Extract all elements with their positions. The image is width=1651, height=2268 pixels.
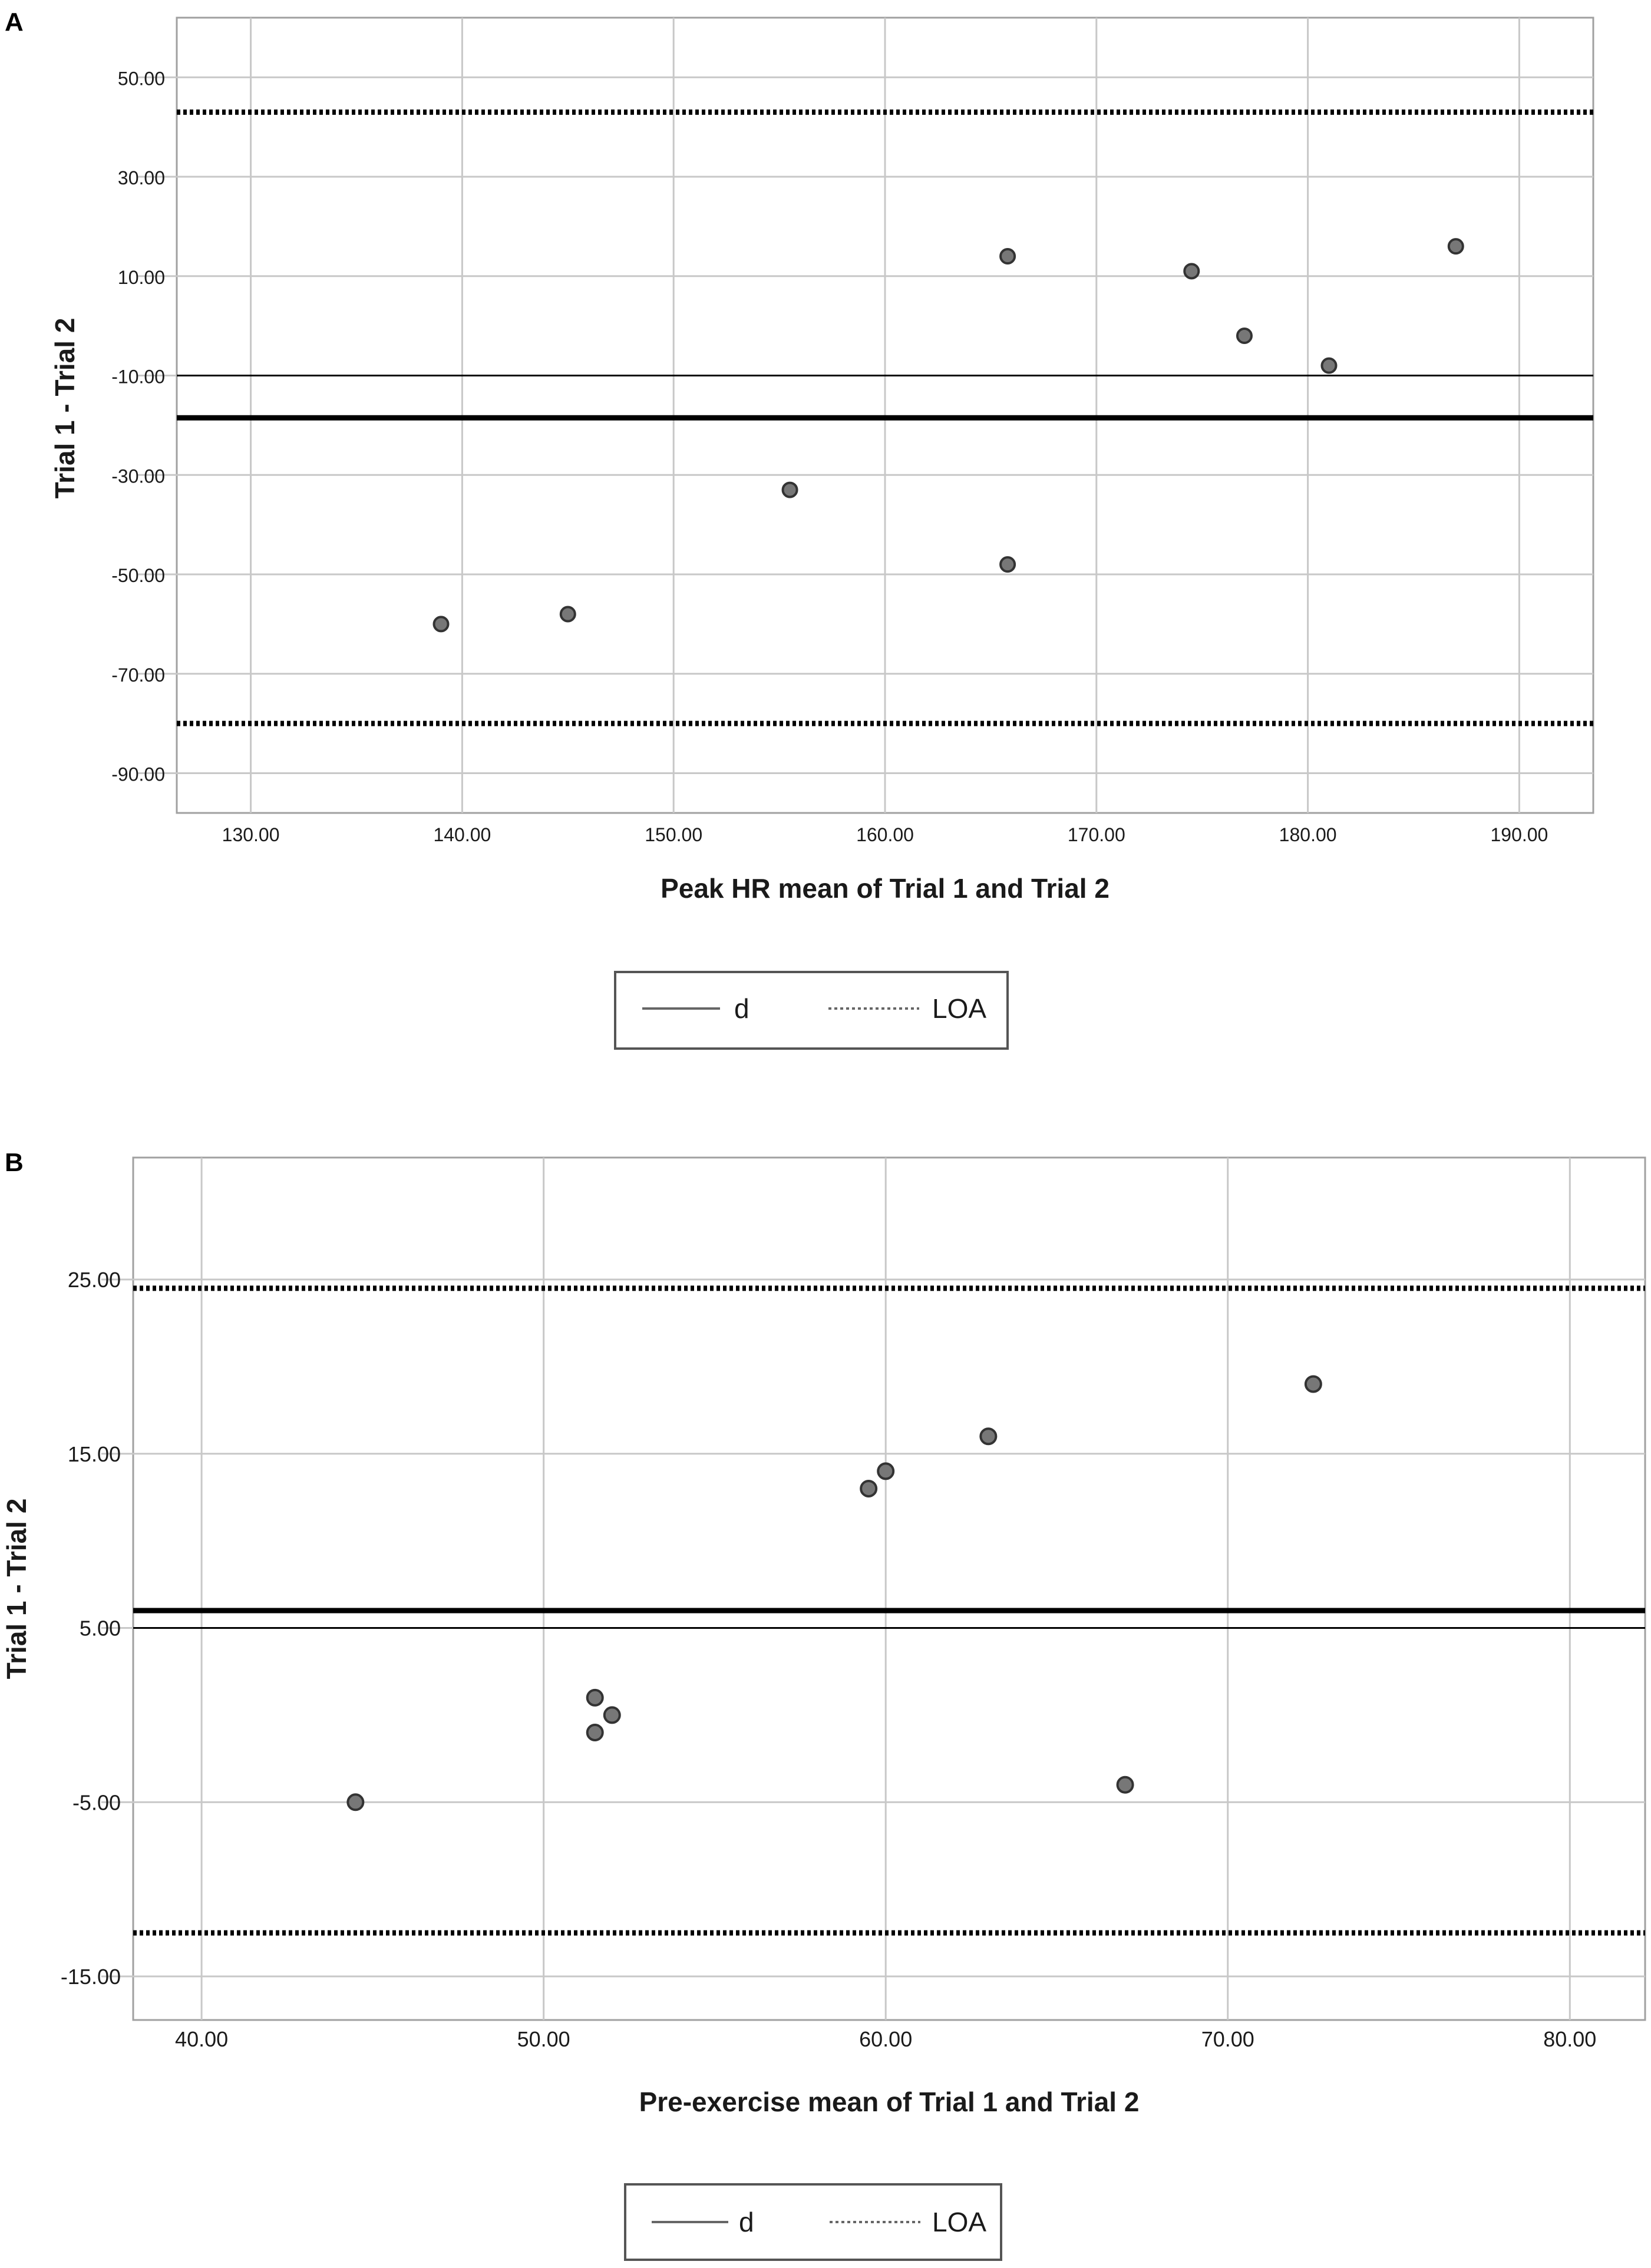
plot-b-x-tick-label: 80.00 [1543,2027,1596,2051]
plot-a-data-point [781,481,798,498]
plot-b-y-tick-label: -15.00 [61,1965,121,1989]
plot-b-reference-lines [133,1285,1645,1936]
plot-a-y-axis-title: Trial 1 - Trial 2 [49,318,80,499]
plot-a-y-tick-label: -90.00 [111,764,165,785]
plot-b-x-tick-label: 40.00 [175,2027,228,2051]
plot-a-x-tick-labels: 130.00 140.00 150.00 160.00 170.00 180.00 190.… [222,824,1548,845]
plot-a-data-point [1320,357,1338,374]
plot-b-data-point [860,1479,878,1497]
plot-b-vertical-gridlines [200,1158,1571,2020]
plot-b-legend-loa-label: LOA [932,2207,986,2237]
plot-a-legend-d-label: d [734,993,749,1024]
panel-a-letter: A [5,8,24,37]
plot-b-points [346,1375,1322,1811]
plot-b-y-tick-label: -5.00 [72,1790,121,1814]
plot-a-data-point [1236,328,1253,344]
plot-b-data-point [603,1706,621,1724]
plot-a-legend: d LOA [614,971,1009,1050]
plot-b-x-tick-labels: 40.00 50.00 60.00 70.00 80.00 [175,2027,1596,2051]
plot-a-points [432,238,1464,633]
plot-a-x-tick-label: 190.00 [1490,824,1548,845]
plot-b-data-point [1116,1776,1134,1794]
plot-b-legend-box [624,2183,1002,2261]
plot-b-data-point [877,1462,895,1480]
plot-b-x-axis-title: Pre-exercise mean of Trial 1 and Trial 2 [639,2087,1140,2117]
plot-a-y-tick-label: -30.00 [111,465,165,487]
plot-b-y-axis-title: Trial 1 - Trial 2 [1,1499,32,1679]
panel-b-letter: B [5,1148,24,1177]
plot-a-data-point [1447,238,1464,255]
plot-b-x-tick-label: 50.00 [517,2027,570,2051]
plot-b-data-point [586,1724,604,1741]
plot-a-y-tick-label: -10.00 [111,366,165,388]
plot-b-y-tick-label: 15.00 [68,1442,121,1466]
plot-a-x-tick-label: 160.00 [856,824,914,845]
plot-b-data-point [1304,1375,1322,1393]
plot-a-x-axis-title: Peak HR mean of Trial 1 and Trial 2 [661,873,1110,904]
plot-b-data-point [586,1688,604,1707]
plot-a-data-point [559,606,576,623]
panel-a: A 130.00 140.00 150.00 160.00 170.00 180.00 19… [5,8,1594,1050]
plot-a-data-point [999,556,1016,573]
plot-a-reference-lines [177,109,1593,726]
plot-a-x-tick-label: 170.00 [1068,824,1125,845]
plot-a-y-tick-label: -70.00 [111,664,165,686]
plot-a-y-tick-label: 30.00 [118,167,165,189]
plot-b-frame [132,1156,1646,2021]
plot-b-legend-d-label: d [739,2207,754,2237]
plot-a-x-tick-label: 180.00 [1279,824,1337,845]
plot-a-y-tick-label: 50.00 [118,68,165,89]
plot-b-x-tick-label: 60.00 [859,2027,912,2051]
plot-a-x-tick-label: 140.00 [433,824,491,845]
plot-a-vertical-gridlines [250,18,1520,813]
plot-b-y-tick-label: 25.00 [68,1268,121,1292]
plot-a-legend-box [614,971,1009,1050]
plot-a-y-tick-label: -50.00 [111,565,165,586]
plot-b-legend: d LOA [624,2183,1002,2261]
plot-b-data-point [346,1793,365,1811]
plot-a-data-point [432,616,450,633]
panel-b: B 40.00 50.00 60.00 70.00 80.00 25.00 15.00 5.… [1,1148,1646,2261]
plot-a-y-tick-labels: 50.00 30.00 10.00 -10.00 -30.00 -50.00 -70.00 -… [111,68,165,785]
plot-a-x-tick-label: 130.00 [222,824,280,845]
plot-a-y-tick-label: 10.00 [118,267,165,288]
plot-b-y-tick-labels: 25.00 15.00 5.00 -5.00 -15.00 [61,1268,121,1989]
plot-a-legend-loa-label: LOA [932,993,986,1024]
plot-b-data-point [979,1427,998,1446]
plot-a-horizontal-gridlines [138,76,1593,774]
plot-a-data-point [999,248,1016,265]
plot-b-y-tick-label: 5.00 [80,1616,121,1641]
plot-a-data-point [1183,263,1200,280]
plot-a-x-tick-label: 150.00 [645,824,702,845]
plot-b-x-tick-label: 70.00 [1201,2027,1254,2051]
